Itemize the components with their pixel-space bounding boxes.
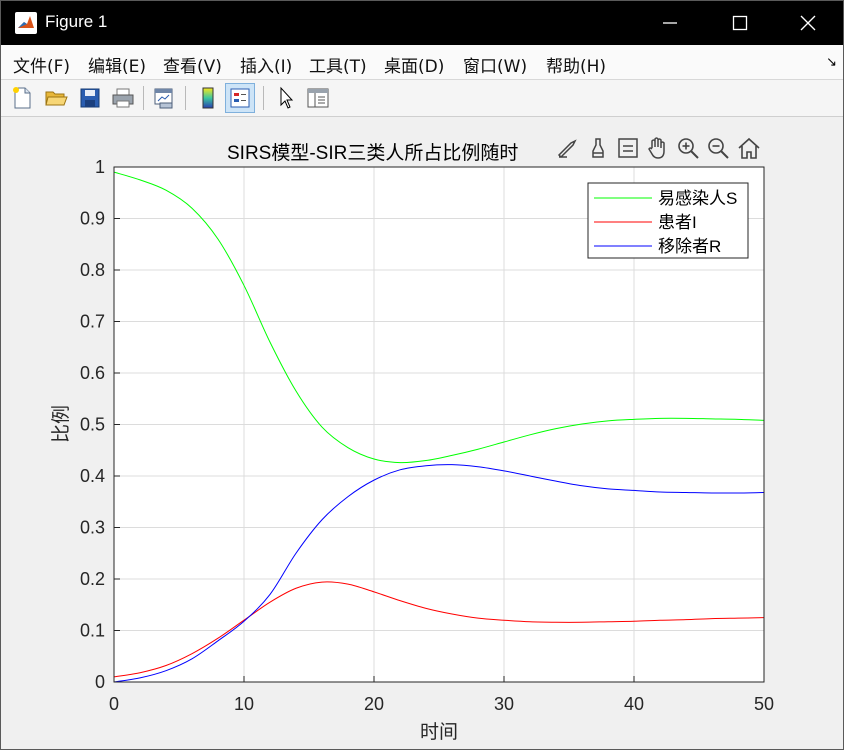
link-plot-icon [154, 88, 173, 109]
zoom-out-icon [708, 138, 724, 154]
y-tick-label: 0.8 [80, 260, 105, 280]
y-tick-label: 0.3 [80, 518, 105, 538]
print-button[interactable] [108, 83, 138, 113]
property-inspector-button[interactable] [303, 83, 333, 113]
window-title: Figure 1 [45, 12, 108, 31]
matlab-icon [15, 12, 37, 34]
menu-view[interactable]: 查看(V) [163, 57, 222, 77]
colorbar-icon [202, 87, 214, 109]
legend-label-i: 患者I [658, 213, 697, 232]
hand-icon [648, 137, 665, 159]
arrow-pointer-icon [280, 86, 294, 109]
colorbar-button[interactable] [193, 83, 223, 113]
menu-edit[interactable]: 编辑(E) [88, 57, 147, 77]
legend-icon [230, 88, 250, 108]
figure-toolbar [1, 80, 843, 117]
menu-tools[interactable]: 工具(T) [309, 57, 367, 77]
chart-title: SIRS模型-SIR三类人所占比例随时 [227, 142, 518, 164]
folder-open-icon [45, 91, 68, 106]
x-tick-label: 0 [109, 694, 119, 714]
open-file-button[interactable] [41, 83, 71, 113]
zoom-out-button[interactable] [708, 138, 729, 159]
menu-desktop[interactable]: 桌面(D) [384, 57, 445, 77]
toolbar-separator [143, 86, 144, 110]
maximize-button[interactable] [705, 1, 775, 45]
legend-label-s: 易感染人S [658, 189, 737, 208]
y-tick-label: 0.4 [80, 466, 105, 486]
y-tick-label: 0.7 [80, 312, 105, 332]
axes-toolbar [557, 137, 760, 159]
menu-insert[interactable]: 插入(I) [240, 57, 293, 77]
menu-help[interactable]: 帮助(H) [546, 57, 607, 77]
link-plot-button[interactable] [149, 83, 179, 113]
x-tick-label: 20 [364, 694, 384, 714]
y-tick-label: 1 [95, 157, 105, 177]
minimize-icon [663, 22, 677, 24]
close-icon [800, 15, 816, 31]
y-tick-label: 0.9 [80, 209, 105, 229]
data-tips-icon [592, 138, 604, 158]
pan-button[interactable] [648, 137, 665, 159]
menu-window[interactable]: 窗口(W) [463, 57, 528, 77]
minimize-button[interactable] [635, 1, 705, 45]
x-tick-label: 10 [234, 694, 254, 714]
maximize-icon [732, 15, 748, 31]
legend-button[interactable] [225, 83, 255, 113]
new-figure-button[interactable] [7, 83, 37, 113]
series-line-removed [113, 464, 765, 683]
title-bar: Figure 1 [1, 1, 843, 45]
insert-datatip-button[interactable] [618, 138, 638, 158]
y-axis-label: 比例 [50, 405, 72, 443]
y-tick-label: 0 [95, 672, 105, 692]
menu-file[interactable]: 文件(F) [13, 57, 71, 77]
toolbar-separator [185, 86, 186, 110]
new-file-icon [13, 87, 31, 109]
x-tick-label: 30 [494, 694, 514, 714]
x-axis-label: 时间 [420, 721, 458, 743]
data-tips-button[interactable] [592, 138, 604, 158]
y-tick-label: 0.1 [80, 621, 105, 641]
y-tick-label: 0.2 [80, 569, 105, 589]
printer-icon [112, 88, 134, 108]
save-icon [80, 88, 100, 108]
legend-label-r: 移除者R [658, 237, 721, 256]
brush-icon [557, 139, 577, 159]
zoom-in-icon [678, 138, 694, 154]
restore-view-button[interactable] [738, 137, 760, 159]
series-line-infected [113, 581, 765, 678]
zoom-in-button[interactable] [678, 138, 699, 159]
close-button[interactable] [773, 1, 843, 45]
x-tick-label: 40 [624, 694, 644, 714]
figure-canvas: 0 10 20 30 40 50 0 0.1 0.2 0.3 0.4 0.5 0.6 0.7 0.8 0.9 1… [1, 117, 843, 749]
menu-bar: 文件(F) 编辑(E) 查看(V) 插入(I) 工具(T) 桌面(D) 窗口(W… [1, 45, 843, 80]
line-chart: 0 10 20 30 40 50 0 0.1 0.2 0.3 0.4 0.5 0.6 0.7 0.8 0.9 1… [50, 137, 774, 743]
brush-button[interactable] [557, 139, 577, 159]
x-tick-label: 50 [754, 694, 774, 714]
y-tick-label: 0.5 [80, 415, 105, 435]
series-line-susceptible [113, 171, 765, 464]
y-tick-label: 0.6 [80, 363, 105, 383]
legend[interactable]: 易感染人S 患者I 移除者R [587, 182, 749, 259]
home-icon [738, 137, 760, 159]
save-button[interactable] [75, 83, 105, 113]
dock-arrow-icon[interactable]: ↘ [826, 55, 837, 70]
toolbar-separator [263, 86, 264, 110]
property-inspector-icon [307, 88, 329, 108]
edit-plot-button[interactable] [271, 83, 301, 113]
datatip-icon [618, 138, 638, 158]
